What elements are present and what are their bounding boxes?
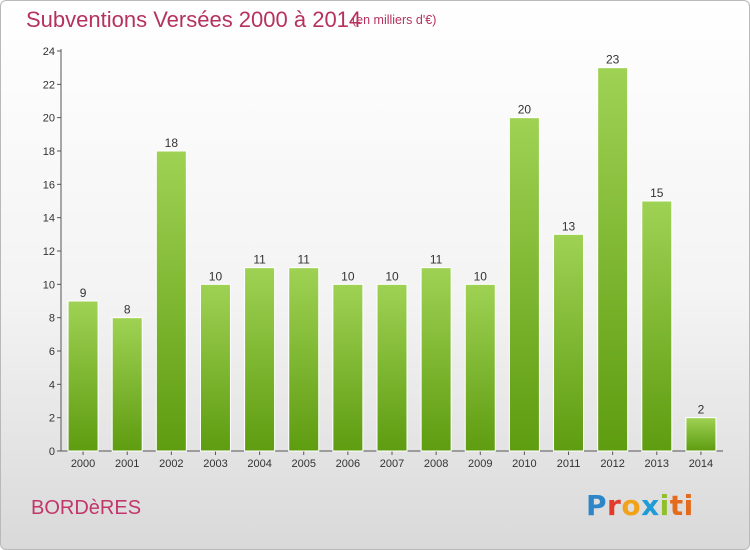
bar — [553, 233, 585, 452]
bar — [67, 300, 99, 452]
x-tick-label: 2014 — [689, 458, 713, 470]
data-label: 20 — [518, 103, 532, 117]
y-tick-label: 20 — [43, 113, 55, 125]
x-tick-label: 2003 — [203, 458, 227, 470]
y-tick-label: 22 — [43, 79, 55, 91]
data-label: 23 — [606, 53, 620, 67]
logo-letter: o — [621, 489, 642, 522]
data-label: 11 — [430, 253, 443, 267]
data-label: 8 — [124, 303, 131, 317]
x-tick-label: 2009 — [468, 458, 492, 470]
data-label: 9 — [80, 286, 87, 300]
y-tick-label: 14 — [43, 213, 55, 225]
x-tick-label: 2005 — [291, 458, 315, 470]
bar — [464, 283, 496, 452]
bar — [641, 200, 673, 452]
data-label: 11 — [297, 253, 310, 267]
y-tick-label: 12 — [43, 246, 55, 258]
logo-letter: x — [641, 489, 660, 522]
y-tick-label: 0 — [49, 446, 55, 458]
bar — [685, 417, 717, 452]
logo-letter: r — [607, 489, 622, 522]
x-tick-label: 2001 — [115, 458, 139, 470]
x-tick-label: 2010 — [512, 458, 536, 470]
data-label: 10 — [385, 269, 399, 283]
bar — [288, 267, 320, 452]
chart-labels: 2000 9 2001 8 2002 18 2003 10 2004 11 2005 11 2006 10… — [71, 53, 713, 470]
data-label: 10 — [209, 269, 223, 283]
data-label: 2 — [698, 403, 705, 417]
bar — [111, 317, 143, 452]
y-tick-label: 18 — [43, 146, 55, 158]
x-tick-label: 2000 — [71, 458, 95, 470]
data-label: 11 — [253, 253, 266, 267]
logo-letter: ti — [669, 489, 694, 522]
bar — [244, 267, 276, 452]
x-tick-label: 2008 — [424, 458, 448, 470]
y-tick-label: 10 — [43, 279, 55, 291]
bar — [508, 117, 540, 452]
x-tick-label: 2013 — [645, 458, 669, 470]
y-tick-label: 24 — [43, 46, 55, 58]
x-tick-label: 2006 — [336, 458, 360, 470]
logo-letter: P — [586, 489, 608, 522]
proxiti-logo: Proxiti — [586, 489, 694, 522]
x-tick-label: 2004 — [247, 458, 271, 470]
commune-name: BORDèRES — [31, 497, 142, 519]
bar — [420, 267, 452, 452]
data-label: 10 — [474, 269, 488, 283]
bar — [597, 67, 629, 452]
y-tick-label: 8 — [49, 313, 55, 325]
y-tick-label: 2 — [49, 413, 55, 425]
data-label: 18 — [165, 136, 179, 150]
data-label: 13 — [562, 219, 576, 233]
bar — [155, 150, 187, 452]
bar — [199, 283, 231, 452]
y-tick-label: 6 — [49, 346, 55, 358]
chart-bars — [67, 67, 717, 452]
data-label: 10 — [341, 269, 355, 283]
bar — [332, 283, 364, 452]
data-label: 15 — [650, 186, 664, 200]
y-tick-label: 4 — [49, 379, 55, 391]
x-tick-label: 2012 — [600, 458, 624, 470]
y-tick-label: 16 — [43, 179, 55, 191]
logo-letter: i — [659, 489, 670, 522]
x-tick-label: 2011 — [557, 458, 581, 470]
chart-title: Subventions Versées 2000 à 2014 — [26, 7, 362, 32]
bar — [376, 283, 408, 452]
x-tick-label: 2002 — [159, 458, 183, 470]
chart-subtitle: (en milliers d'€) — [352, 13, 437, 27]
x-tick-label: 2007 — [380, 458, 404, 470]
